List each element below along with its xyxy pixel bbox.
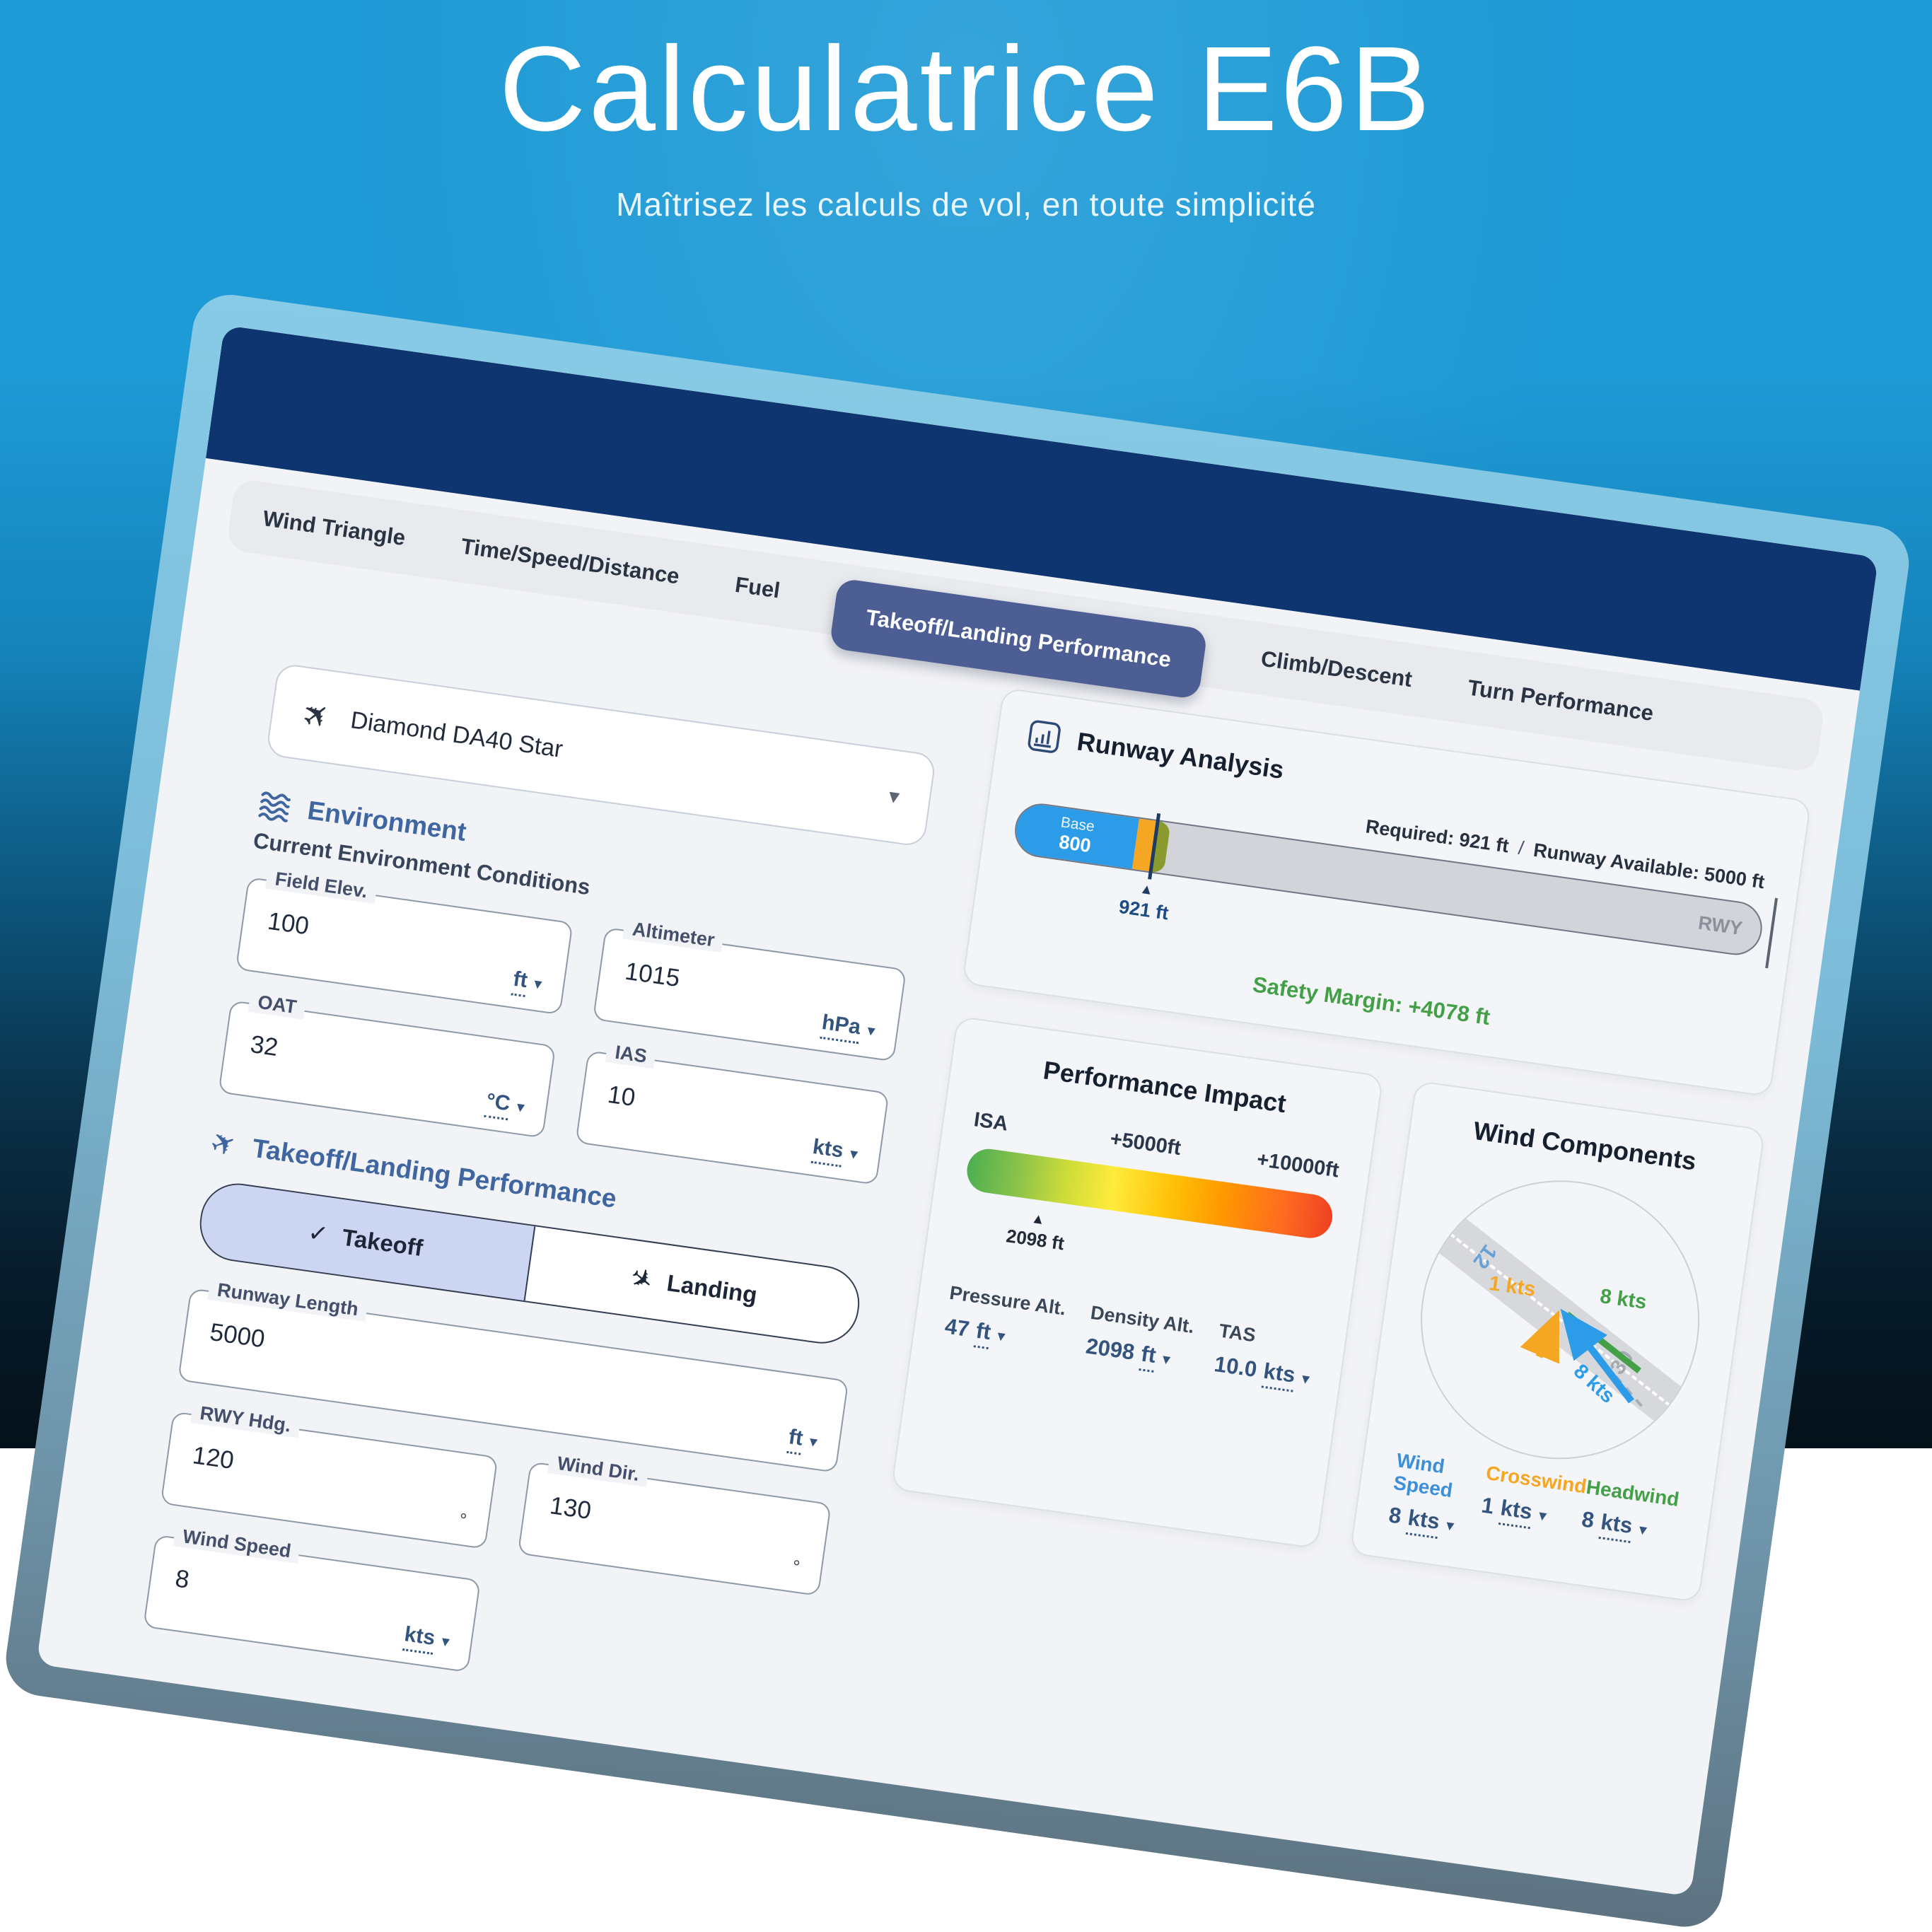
- altimeter-input[interactable]: Altimeter 1015 hPa▾: [593, 927, 907, 1062]
- runway-bar-base: Base 800: [1013, 802, 1139, 869]
- tab-time-speed-distance[interactable]: Time/Speed/Distance: [460, 533, 681, 589]
- density-altitude-marker: ▲ 2098 ft: [1005, 1206, 1069, 1257]
- degree-unit: °: [791, 1556, 801, 1581]
- crosswind-stat: Crosswind 1 kts ▾: [1476, 1462, 1588, 1559]
- chevron-down-icon: ▾: [1445, 1516, 1455, 1535]
- field-value[interactable]: 10: [606, 1081, 637, 1112]
- rwy-heading-input[interactable]: RWY Hdg. 120 °: [161, 1412, 499, 1549]
- page-title: Calculatrice E6B: [0, 20, 1932, 158]
- rwy-label: RWY: [1697, 912, 1743, 940]
- oat-input[interactable]: OAT 32 °C▾: [218, 1000, 556, 1138]
- device-frame: Wind Triangle Time/Speed/Distance Fuel T…: [1, 290, 1914, 1932]
- plane-icon: ✈: [294, 692, 339, 738]
- waves-icon: [257, 787, 293, 824]
- unit-dropdown[interactable]: ft▾: [786, 1425, 819, 1457]
- chevron-down-icon: ▾: [1638, 1520, 1648, 1540]
- field-value[interactable]: 5000: [208, 1318, 267, 1353]
- bar-chart-icon: [1026, 718, 1063, 755]
- field-value[interactable]: 8: [173, 1564, 191, 1593]
- scale-5000-label: +5000ft: [1109, 1127, 1182, 1160]
- check-icon: ✓: [306, 1218, 330, 1250]
- field-label: Runway Length: [207, 1278, 368, 1322]
- field-label: OAT: [248, 990, 307, 1020]
- field-label: Field Elev.: [265, 867, 377, 904]
- wind-rose: 12 30: [1403, 1163, 1718, 1477]
- unit-dropdown[interactable]: kts▾: [810, 1135, 859, 1170]
- pressure-alt-dropdown[interactable]: 47 ft ▾: [943, 1313, 1063, 1359]
- chevron-down-icon: ▾: [441, 1632, 451, 1651]
- chevron-down-icon: ▾: [849, 1144, 859, 1163]
- tas-dropdown[interactable]: 10.0 kts ▾: [1212, 1351, 1312, 1395]
- scale-isa-label: ISA: [972, 1108, 1009, 1136]
- tab-climb-descent[interactable]: Climb/Descent: [1259, 646, 1414, 692]
- field-label: IAS: [605, 1040, 657, 1069]
- chevron-down-icon: ▾: [808, 1432, 819, 1451]
- unit-dropdown[interactable]: °C▾: [484, 1089, 527, 1122]
- headwind-dropdown[interactable]: 8 kts ▾: [1580, 1506, 1677, 1549]
- required-marker-label: ▲ 921 ft: [1117, 878, 1172, 926]
- field-value[interactable]: 130: [548, 1491, 593, 1525]
- unit-dropdown[interactable]: hPa▾: [820, 1011, 877, 1046]
- aircraft-name: Diamond DA40 Star: [349, 706, 564, 764]
- field-value[interactable]: 120: [191, 1441, 235, 1474]
- wind-speed-stat: Wind Speed 8 kts ▾: [1387, 1449, 1488, 1544]
- chevron-down-icon: ▾: [1300, 1369, 1311, 1388]
- field-value[interactable]: 1015: [623, 958, 682, 992]
- hero: Calculatrice E6B Maîtrisez les calculs d…: [0, 20, 1932, 223]
- unit-dropdown[interactable]: kts▾: [402, 1622, 451, 1657]
- chevron-down-icon: ▾: [516, 1098, 526, 1117]
- runway-analysis-title: Runway Analysis: [1075, 726, 1286, 785]
- performance-impact-title: Performance Impact: [980, 1047, 1349, 1127]
- density-alt-dropdown[interactable]: 2098 ft ▾: [1083, 1333, 1191, 1377]
- crosswind-dropdown[interactable]: 1 kts ▾: [1479, 1493, 1584, 1537]
- chevron-down-icon: ▾: [1537, 1506, 1548, 1525]
- wind-components-card: Wind Components 12 30: [1349, 1081, 1765, 1603]
- scale-10000-label: +10000ft: [1255, 1148, 1340, 1183]
- density-alt-stat: Density Alt. 2098 ft ▾: [1083, 1302, 1195, 1378]
- headwind-stat: Headwind 8 kts ▾: [1576, 1476, 1680, 1571]
- chevron-down-icon: ▾: [533, 974, 543, 994]
- chevron-down-icon[interactable]: ▾: [888, 784, 902, 810]
- tab-wind-triangle[interactable]: Wind Triangle: [261, 506, 407, 551]
- app-content: Wind Triangle Time/Speed/Distance Fuel T…: [36, 458, 1860, 1897]
- wind-vectors: [1404, 1164, 1716, 1475]
- page-subtitle: Maîtrisez les calculs de vol, en toute s…: [0, 185, 1932, 223]
- pressure-alt-stat: Pressure Alt. 47 ft ▾: [943, 1282, 1067, 1359]
- toggle-landing[interactable]: ✈ Landing: [525, 1226, 863, 1346]
- results-column: Runway Analysis Required: 921 ft/Runway …: [857, 687, 1811, 1841]
- input-column: ✈ Diamond DA40 Star ▾ Environment: [143, 587, 948, 1719]
- wind-speed-input[interactable]: Wind Speed 8 kts▾: [143, 1535, 481, 1672]
- tab-turn-performance[interactable]: Turn Performance: [1466, 675, 1655, 726]
- tab-fuel[interactable]: Fuel: [733, 572, 781, 604]
- runway-end-tick: [1765, 898, 1778, 969]
- field-label: Wind Dir.: [547, 1451, 649, 1486]
- performance-impact-card: Performance Impact ISA +5000ft +10000ft …: [891, 1016, 1384, 1549]
- chevron-down-icon: ▾: [1161, 1350, 1172, 1369]
- field-value[interactable]: 100: [266, 907, 310, 941]
- wind-speed-dropdown[interactable]: 8 kts ▾: [1387, 1502, 1480, 1544]
- unit-dropdown[interactable]: ft▾: [511, 967, 544, 999]
- field-elev-input[interactable]: Field Elev. 100 ft▾: [235, 877, 574, 1015]
- performance-scale: ISA +5000ft +10000ft ▲ 2098 ft: [964, 1146, 1334, 1241]
- chevron-down-icon: ▾: [996, 1327, 1007, 1346]
- field-value[interactable]: 32: [249, 1030, 280, 1061]
- app-window: Wind Triangle Time/Speed/Distance Fuel T…: [36, 325, 1878, 1897]
- chevron-down-icon: ▾: [866, 1021, 877, 1040]
- field-label: Altimeter: [622, 917, 724, 953]
- takeoff-plane-icon: ✈: [206, 1123, 241, 1164]
- field-label: RWY Hdg.: [190, 1401, 301, 1438]
- ias-input[interactable]: IAS 10 kts▾: [576, 1050, 890, 1185]
- field-label: Wind Speed: [173, 1525, 301, 1564]
- degree-unit: °: [458, 1508, 468, 1533]
- tas-stat: TAS 10.0 kts ▾: [1212, 1320, 1316, 1394]
- landing-plane-icon: ✈: [623, 1260, 661, 1299]
- wind-dir-input[interactable]: Wind Dir. 130 °: [518, 1462, 832, 1597]
